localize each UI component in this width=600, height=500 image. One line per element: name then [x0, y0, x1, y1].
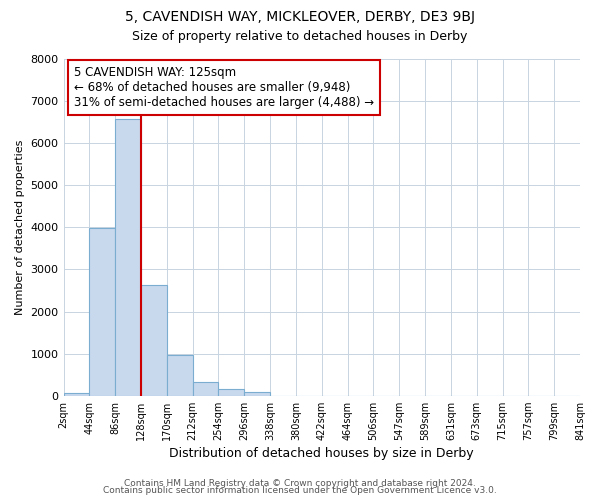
- Bar: [244, 392, 270, 396]
- Bar: [141, 286, 167, 396]
- Text: Contains HM Land Registry data © Crown copyright and database right 2024.: Contains HM Land Registry data © Crown c…: [124, 478, 476, 488]
- Text: Contains public sector information licensed under the Open Government Licence v3: Contains public sector information licen…: [103, 486, 497, 495]
- Bar: [193, 382, 218, 396]
- Bar: [218, 389, 244, 396]
- Bar: [64, 393, 89, 396]
- Bar: [115, 119, 141, 396]
- Text: 5 CAVENDISH WAY: 125sqm
← 68% of detached houses are smaller (9,948)
31% of semi: 5 CAVENDISH WAY: 125sqm ← 68% of detache…: [74, 66, 374, 108]
- Text: 5, CAVENDISH WAY, MICKLEOVER, DERBY, DE3 9BJ: 5, CAVENDISH WAY, MICKLEOVER, DERBY, DE3…: [125, 10, 475, 24]
- Bar: [167, 356, 193, 396]
- Bar: [89, 228, 115, 396]
- Text: Size of property relative to detached houses in Derby: Size of property relative to detached ho…: [133, 30, 467, 43]
- Y-axis label: Number of detached properties: Number of detached properties: [15, 140, 25, 315]
- X-axis label: Distribution of detached houses by size in Derby: Distribution of detached houses by size …: [169, 447, 474, 460]
